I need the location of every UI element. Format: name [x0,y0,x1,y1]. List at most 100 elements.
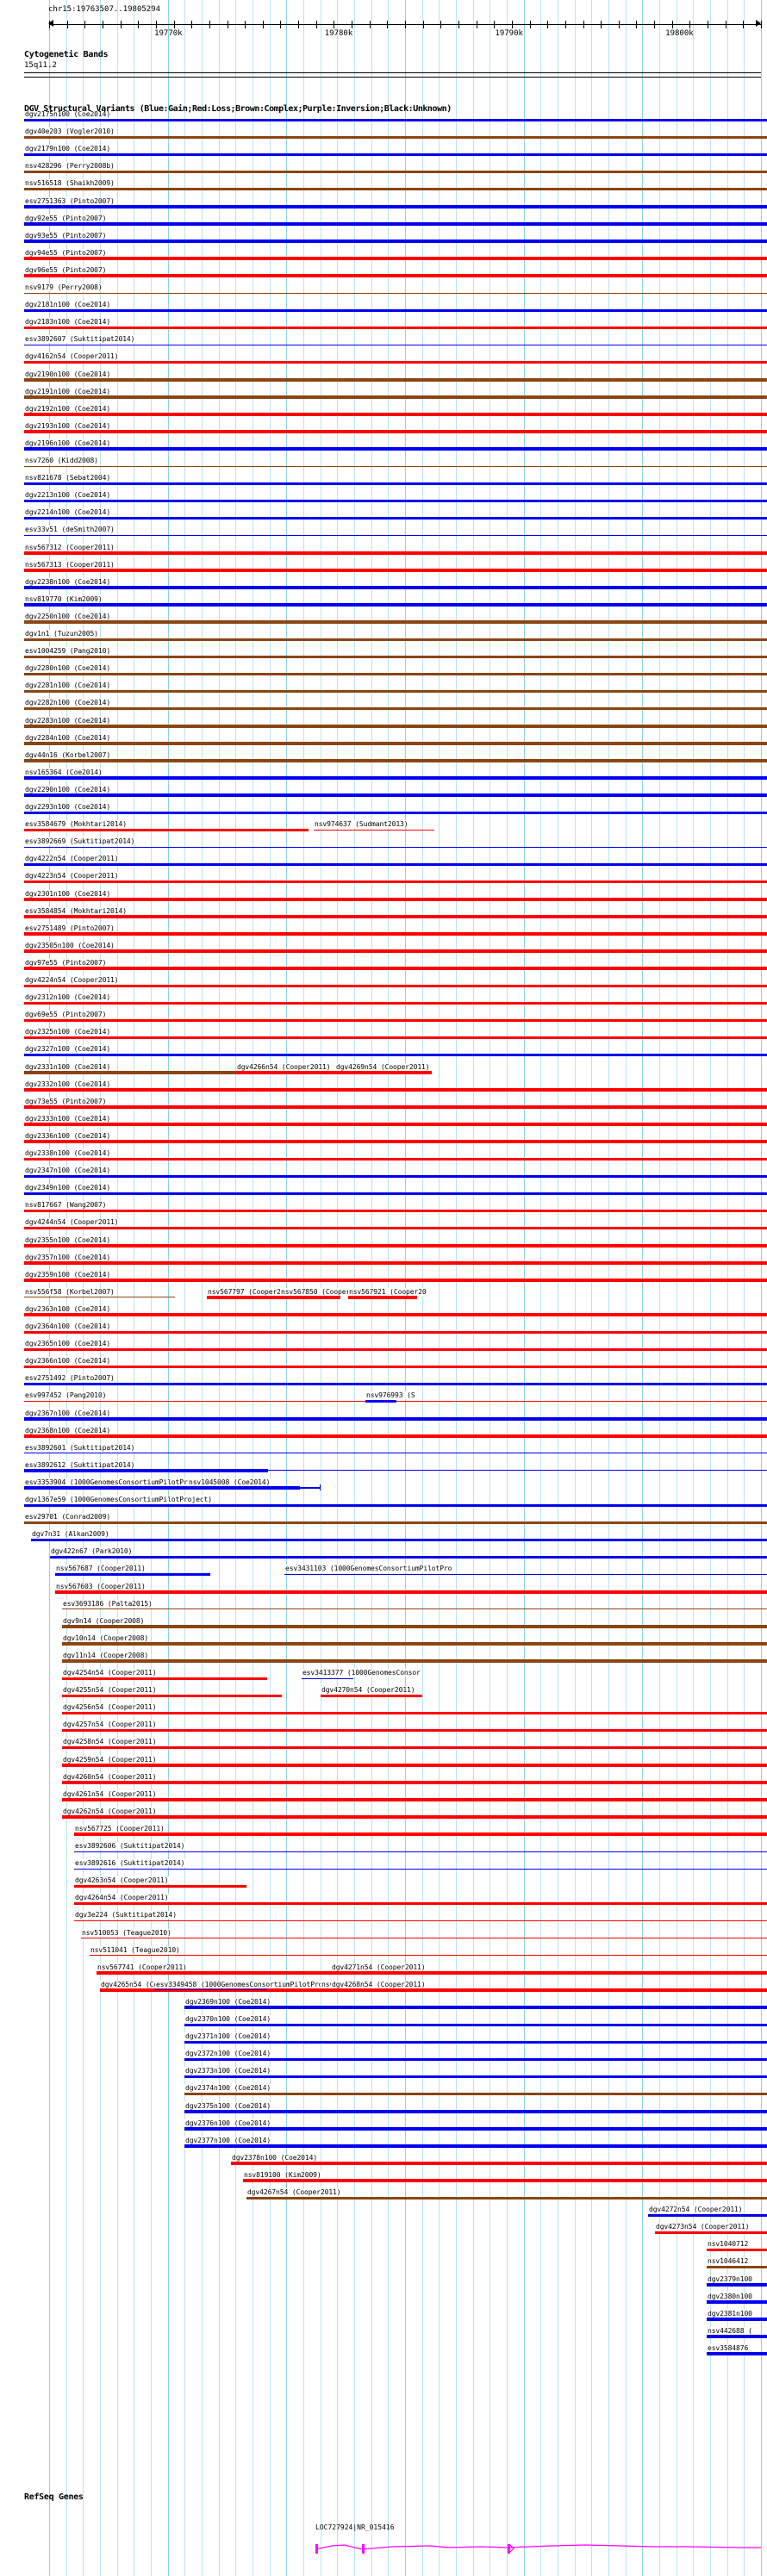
variant-bar[interactable] [62,1798,767,1801]
variant-label[interactable]: dgv3e224 (Suktitipat2014) [74,1911,178,1920]
variant-bar[interactable] [707,2265,767,2269]
variant-label[interactable]: dgv2373n100 (Coe2014) [184,2067,272,2075]
variant-label[interactable]: nsv165364 (Coe2014) [24,768,103,776]
variant-bar[interactable] [24,811,767,814]
variant-label[interactable]: esv29701 (Conrad2009) [24,1513,112,1521]
variant-label[interactable]: dgv4261n54 (Cooper2011) [62,1789,158,1798]
variant-bar[interactable] [24,1053,767,1057]
variant-label[interactable]: dgv4259n54 (Cooper2011) [62,1755,158,1764]
variant-bar[interactable] [24,118,767,121]
variant-label[interactable]: dgv4258n54 (Cooper2011) [62,1738,158,1746]
variant-label[interactable]: dgv4256n54 (Cooper2011) [62,1703,158,1712]
variant-bar[interactable] [24,1088,767,1092]
variant-bar[interactable] [97,1971,767,1975]
variant-label[interactable]: nsv7260 (Kidd2008) [24,457,99,464]
variant-bar[interactable] [321,1694,422,1698]
variant-bar[interactable] [284,1573,767,1576]
variant-bar[interactable] [24,1001,767,1005]
variant-bar[interactable] [74,1884,246,1888]
variant-label[interactable]: dgv2325n100 (Coe2014) [24,1028,112,1036]
variant-bar[interactable] [24,326,767,330]
variant-label[interactable]: dgv2293n100 (Coe2014) [24,803,112,811]
variant-bar[interactable] [74,1868,767,1870]
variant-label[interactable]: dgv11n14 (Cooper2008) [62,1651,150,1659]
variant-label[interactable]: dgv69e55 (Pinto2007) [24,1011,108,1019]
variant-bar[interactable] [24,1036,767,1040]
variant-label[interactable]: nsv1045008 (Coe2014) [188,1478,271,1486]
variant-label[interactable]: dgv2372n100 (Coe2014) [184,2050,272,2058]
variant-bar[interactable] [74,1901,767,1906]
variant-bar[interactable] [24,378,767,382]
variant-label[interactable]: dgv4272n54 (Cooper2011) [648,2206,744,2214]
variant-label[interactable]: dgv2379n100 [707,2274,753,2283]
variant-label[interactable]: dgv2196n100 (Coe2014) [24,439,112,447]
variant-bar[interactable] [24,1244,767,1248]
variant-label[interactable]: nsv567797 (Cooper2011) [207,1287,298,1296]
variant-bar[interactable] [62,1781,767,1784]
variant-label[interactable]: dgv94e55 (Pinto2007) [24,248,108,257]
variant-label[interactable]: esv3892607 (Suktitipat2014) [24,335,136,344]
variant-label[interactable]: dgv2181n100 (Coe2014) [24,301,112,309]
variant-bar[interactable] [62,1728,767,1733]
variant-bar[interactable] [314,829,434,831]
variant-bar[interactable] [24,967,767,970]
variant-bar[interactable] [184,2127,767,2131]
variant-bar[interactable] [74,1851,767,1852]
variant-bar[interactable] [24,1469,268,1472]
variant-bar[interactable] [24,932,767,936]
variant-bar[interactable] [24,620,767,624]
variant-label[interactable]: dgv93e55 (Pinto2007) [24,231,108,240]
variant-label[interactable]: nsv510053 (Teague2010) [81,1928,172,1937]
variant-label[interactable]: esv2751363 (Pinto2007) [24,196,115,205]
variant-label[interactable]: dgv2190n100 (Coe2014) [24,370,112,378]
variant-label[interactable]: dgv2183n100 (Coe2014) [24,318,112,327]
variant-bar[interactable] [90,1955,767,1957]
variant-label[interactable]: dgv9n14 (Cooper2008) [62,1616,146,1625]
variant-label[interactable]: dgv4266n54 (Cooper2011) [236,1062,332,1071]
variant-bar[interactable] [293,1487,321,1489]
variant-bar[interactable] [100,1988,767,1992]
gene-exon[interactable] [362,2544,365,2554]
variant-label[interactable]: dgv4268n54 (Cooper2011) [331,1980,427,1988]
variant-label[interactable]: nsv567313 (Cooper2011) [24,560,115,569]
variant-label[interactable]: dgv4260n54 (Cooper2011) [62,1772,158,1781]
variant-bar[interactable] [243,2179,767,2182]
variant-bar[interactable] [24,152,767,157]
variant-bar[interactable] [707,2283,767,2287]
variant-label[interactable]: dgv2301n100 (Coe2014) [24,889,112,898]
variant-bar[interactable] [24,742,767,745]
variant-label[interactable]: nsv1046412 [707,2257,750,2266]
variant-label[interactable]: dgv2349n100 (Coe2014) [24,1184,112,1192]
variant-bar[interactable] [302,1677,353,1679]
variant-bar[interactable] [24,1157,767,1160]
variant-label[interactable]: nsv9179 (Perry2008) [24,283,103,291]
variant-label[interactable]: dgv1367e59 (1000GenomesConsortiumPilotPr… [24,1496,213,1503]
variant-bar[interactable] [24,1192,767,1196]
variant-bar[interactable] [24,569,767,572]
variant-bar[interactable] [62,1659,767,1663]
variant-bar[interactable] [24,1226,767,1230]
variant-bar[interactable] [24,984,767,987]
variant-label[interactable]: dgv2191n100 (Coe2014) [24,387,112,395]
variant-label[interactable]: esv2751489 (Pinto2007) [24,924,115,932]
variant-label[interactable]: dgv2179n100 (Coe2014) [24,145,112,153]
variant-bar[interactable] [24,187,767,191]
variant-label[interactable]: dgv2333n100 (Coe2014) [24,1114,112,1123]
variant-label[interactable]: dgv2374n100 (Coe2014) [184,2084,272,2093]
variant-label[interactable]: dgv4269n54 (Cooper2011) [335,1062,431,1071]
variant-label[interactable]: dgv2355n100 (Coe2014) [24,1235,112,1244]
variant-bar[interactable] [24,689,767,694]
variant-label[interactable]: dgv4273n54 (Cooper2011) [655,2223,751,2231]
variant-label[interactable]: esv3584876 [707,2343,750,2352]
variant-bar[interactable] [24,1434,767,1438]
variant-label[interactable]: esv3431103 (1000GenomesConsortiumPilotPr… [284,1565,453,1573]
variant-bar[interactable] [184,2144,767,2148]
variant-bar[interactable] [24,1347,767,1352]
variant-bar[interactable] [155,1989,267,1991]
variant-label[interactable]: dgv2281n100 (Coe2014) [24,681,112,690]
variant-label[interactable]: nsv442688 ( [707,2326,753,2335]
variant-bar[interactable] [62,1642,767,1646]
variant-label[interactable]: esv3892616 (Suktitipat2014) [74,1859,186,1868]
variant-bar[interactable] [24,534,767,537]
variant-bar[interactable] [24,828,309,832]
